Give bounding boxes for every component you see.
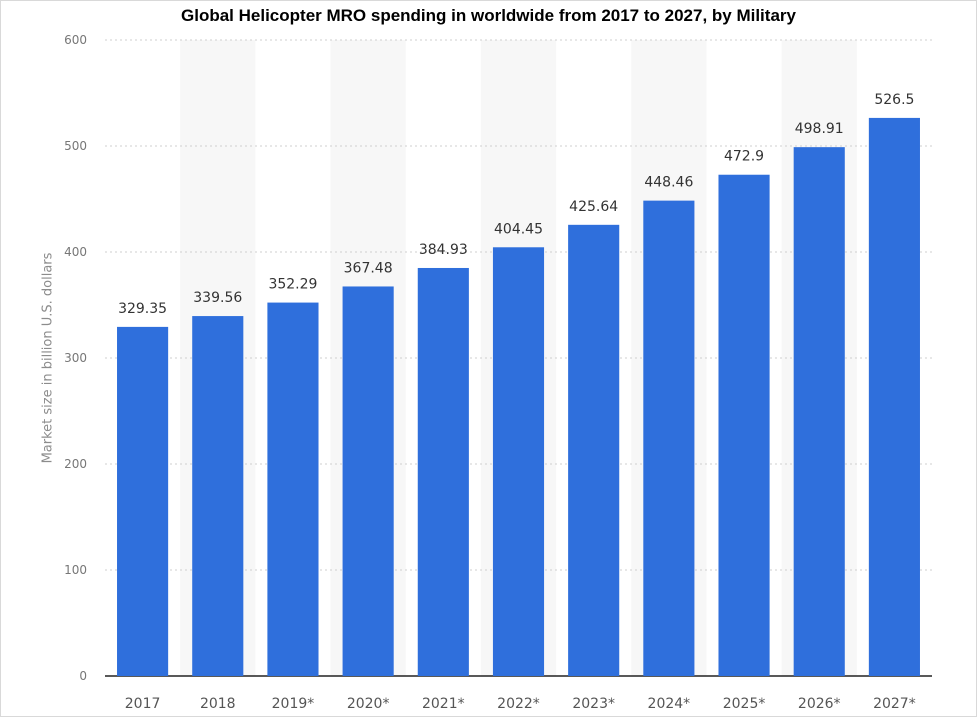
x-tick-label: 2026*: [798, 696, 841, 712]
data-label: 448.46: [644, 175, 693, 191]
bar: [793, 147, 845, 676]
x-tick-label: 2024*: [648, 696, 691, 712]
bar: [868, 117, 920, 676]
y-tick-label: 500: [64, 139, 87, 153]
y-tick-label: 100: [64, 563, 87, 577]
x-tick-label: 2022*: [497, 696, 540, 712]
bar: [342, 286, 394, 676]
x-tick-label: 2027*: [873, 696, 916, 712]
y-tick-label: 200: [64, 457, 87, 471]
data-label: 498.91: [795, 121, 844, 137]
x-tick-label: 2018: [200, 696, 236, 712]
x-tick-label: 2021*: [422, 696, 465, 712]
bar: [568, 224, 620, 676]
chart-title: Global Helicopter MRO spending in worldw…: [181, 6, 796, 25]
y-tick-label: 600: [64, 33, 87, 47]
x-tick-label: 2025*: [723, 696, 766, 712]
bar: [417, 267, 469, 676]
x-tick-label: 2023*: [572, 696, 615, 712]
bar: [492, 247, 545, 676]
bar: [192, 316, 244, 676]
data-label: 404.45: [494, 221, 543, 237]
y-tick-label: 400: [64, 245, 87, 259]
bar: [718, 174, 770, 676]
bar: [117, 326, 169, 676]
y-tick-label: 0: [79, 669, 87, 683]
x-tick-label: 2019*: [272, 696, 315, 712]
data-label: 472.9: [724, 149, 764, 165]
data-label: 339.56: [193, 290, 242, 306]
data-label: 425.64: [569, 199, 618, 215]
data-label: 367.48: [344, 260, 393, 276]
x-tick-label: 2017: [125, 696, 161, 712]
x-tick-label: 2020*: [347, 696, 390, 712]
bar: [267, 302, 319, 676]
y-tick-label: 300: [64, 351, 87, 365]
bar: [643, 200, 695, 677]
data-label: 352.29: [268, 277, 317, 293]
data-label: 329.35: [118, 301, 167, 317]
data-label: 526.5: [874, 92, 914, 108]
data-label: 384.93: [419, 242, 468, 258]
